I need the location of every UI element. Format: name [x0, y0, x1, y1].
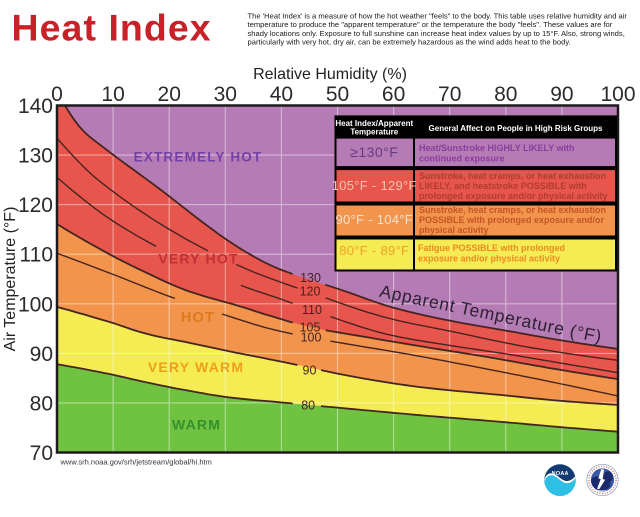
- svg-text:90: 90: [550, 83, 573, 106]
- svg-text:Sunstroke, heat cramps, or hea: Sunstroke, heat cramps, or heat exhausti…: [419, 171, 606, 181]
- svg-text:50: 50: [326, 83, 349, 106]
- svg-text:90°F - 104°F: 90°F - 104°F: [335, 212, 413, 227]
- svg-text:105: 105: [300, 320, 321, 334]
- svg-text:110: 110: [20, 244, 53, 267]
- svg-text:Relative Humidity (%): Relative Humidity (%): [253, 66, 407, 83]
- svg-text:100: 100: [301, 331, 322, 345]
- svg-text:70: 70: [438, 83, 461, 106]
- svg-text:10: 10: [101, 83, 124, 106]
- svg-text:120: 120: [18, 194, 53, 217]
- svg-text:Heat Index/Apparent: Heat Index/Apparent: [335, 119, 413, 128]
- svg-text:130: 130: [18, 145, 53, 168]
- svg-text:80: 80: [301, 399, 315, 413]
- svg-text:temperature to produce the "ap: temperature to produce the "apparent tem…: [248, 20, 613, 29]
- svg-text:105°F - 129°F: 105°F - 129°F: [332, 178, 417, 193]
- svg-text:100: 100: [600, 83, 635, 106]
- svg-text:40: 40: [270, 83, 293, 106]
- svg-text:particularly with very hot, dr: particularly with very hot, dry air, can…: [248, 38, 571, 47]
- svg-text:90: 90: [303, 363, 317, 377]
- svg-text:exposure and/or physical activ: exposure and/or physical activity: [418, 254, 560, 264]
- svg-text:VERY WARM: VERY WARM: [148, 359, 244, 375]
- svg-text:NOAA: NOAA: [552, 471, 569, 477]
- svg-text:≥130°F: ≥130°F: [350, 144, 398, 160]
- svg-text:60: 60: [382, 83, 405, 106]
- svg-text:90: 90: [30, 343, 53, 366]
- svg-text:HOT: HOT: [181, 310, 215, 326]
- svg-text:shady locations only. Exposure: shady locations only. Exposure to full s…: [248, 29, 625, 38]
- svg-text:physical activity: physical activity: [419, 225, 489, 235]
- svg-text:80°F - 89°F: 80°F - 89°F: [339, 243, 409, 258]
- svg-text:continued exposure: continued exposure: [419, 154, 505, 164]
- svg-text:140: 140: [18, 95, 53, 118]
- svg-text:70: 70: [30, 442, 53, 465]
- svg-text:120: 120: [300, 284, 321, 298]
- svg-text:Temperature: Temperature: [350, 128, 398, 137]
- svg-text:WARM: WARM: [172, 417, 221, 433]
- svg-text:The 'Heat Index' is a measure: The 'Heat Index' is a measure of how the…: [248, 11, 628, 20]
- svg-text:General Affect on People in Hi: General Affect on People in High Risk Gr…: [429, 124, 604, 133]
- svg-text:LIKELY, and heatstroke POSSIBL: LIKELY, and heatstroke POSSIBLE with: [419, 181, 587, 191]
- svg-text:30: 30: [214, 83, 237, 106]
- svg-text:Air Temperature (°F): Air Temperature (°F): [2, 207, 19, 352]
- svg-text:80: 80: [494, 83, 517, 106]
- svg-text:Sunstroke, heat cramps, or hea: Sunstroke, heat cramps, or heat exhausti…: [419, 205, 606, 215]
- svg-text:EXTREMELY HOT: EXTREMELY HOT: [134, 150, 263, 165]
- svg-text:110: 110: [302, 303, 322, 317]
- svg-text:POSSIBLE with prolonged exposu: POSSIBLE with prolonged exposure and/or: [419, 215, 605, 225]
- svg-text:Heat/Sunstroke HIGHLY LIKELY w: Heat/Sunstroke HIGHLY LIKELY with: [419, 143, 575, 153]
- svg-text:100: 100: [18, 293, 53, 316]
- svg-text:130: 130: [300, 271, 321, 285]
- svg-text:Heat Index: Heat Index: [12, 7, 212, 49]
- svg-text:www.srh.noaa.gov/srh/jetstream: www.srh.noaa.gov/srh/jetstream/global/hi…: [60, 458, 212, 467]
- svg-text:prolonged exposure and/or phys: prolonged exposure and/or physical activ…: [419, 191, 608, 201]
- svg-text:80: 80: [30, 392, 53, 415]
- svg-text:20: 20: [158, 83, 181, 106]
- svg-text:VERY HOT: VERY HOT: [158, 251, 238, 267]
- svg-text:Fatigue POSSIBLE with prolonge: Fatigue POSSIBLE with prolonged: [418, 243, 565, 253]
- svg-text:0: 0: [51, 83, 63, 106]
